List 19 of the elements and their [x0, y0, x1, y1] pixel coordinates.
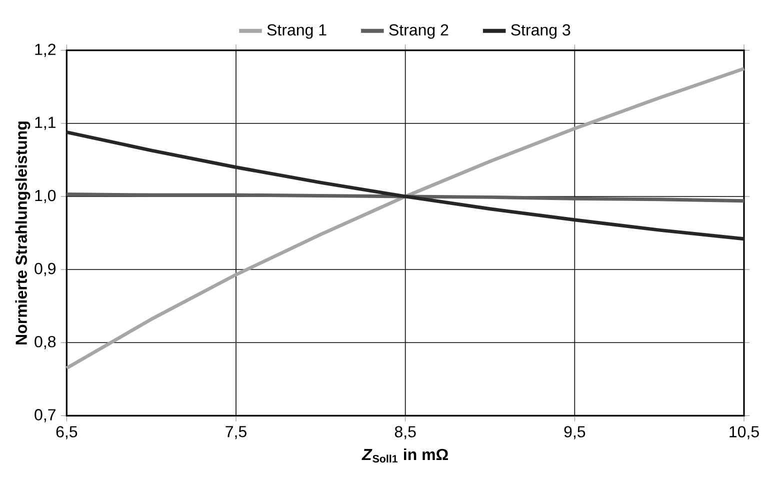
x-tick-label: 9,5 — [564, 426, 586, 440]
x-tick-label: 7,5 — [226, 426, 246, 440]
x-axis-title: Z$_{Soll1}$ in mΩ — [362, 448, 448, 463]
x-tick-label: 6,5 — [56, 426, 78, 440]
line-series — [64, 66, 746, 370]
y-axis-title: Normierte Strahlungsleistung — [15, 122, 30, 344]
y-tick-label: 0,9 — [34, 262, 56, 276]
x-tick-label: 8,5 — [394, 426, 416, 440]
legend-label: Strang 3 — [511, 24, 570, 39]
y-tick-label: 1,0 — [35, 190, 56, 204]
y-tick-label: 0,8 — [34, 336, 56, 350]
y-tick-label: 1,1 — [35, 116, 56, 130]
x-tick-label: 10,5 — [730, 426, 759, 440]
y-tick-label: 1,2 — [35, 44, 56, 57]
y-tick-label: 0,7 — [34, 409, 56, 422]
line-series — [64, 130, 746, 241]
legend-label: Strang 1 — [267, 24, 326, 39]
line-series — [64, 192, 746, 203]
legend-label: Strang 2 — [389, 24, 448, 39]
